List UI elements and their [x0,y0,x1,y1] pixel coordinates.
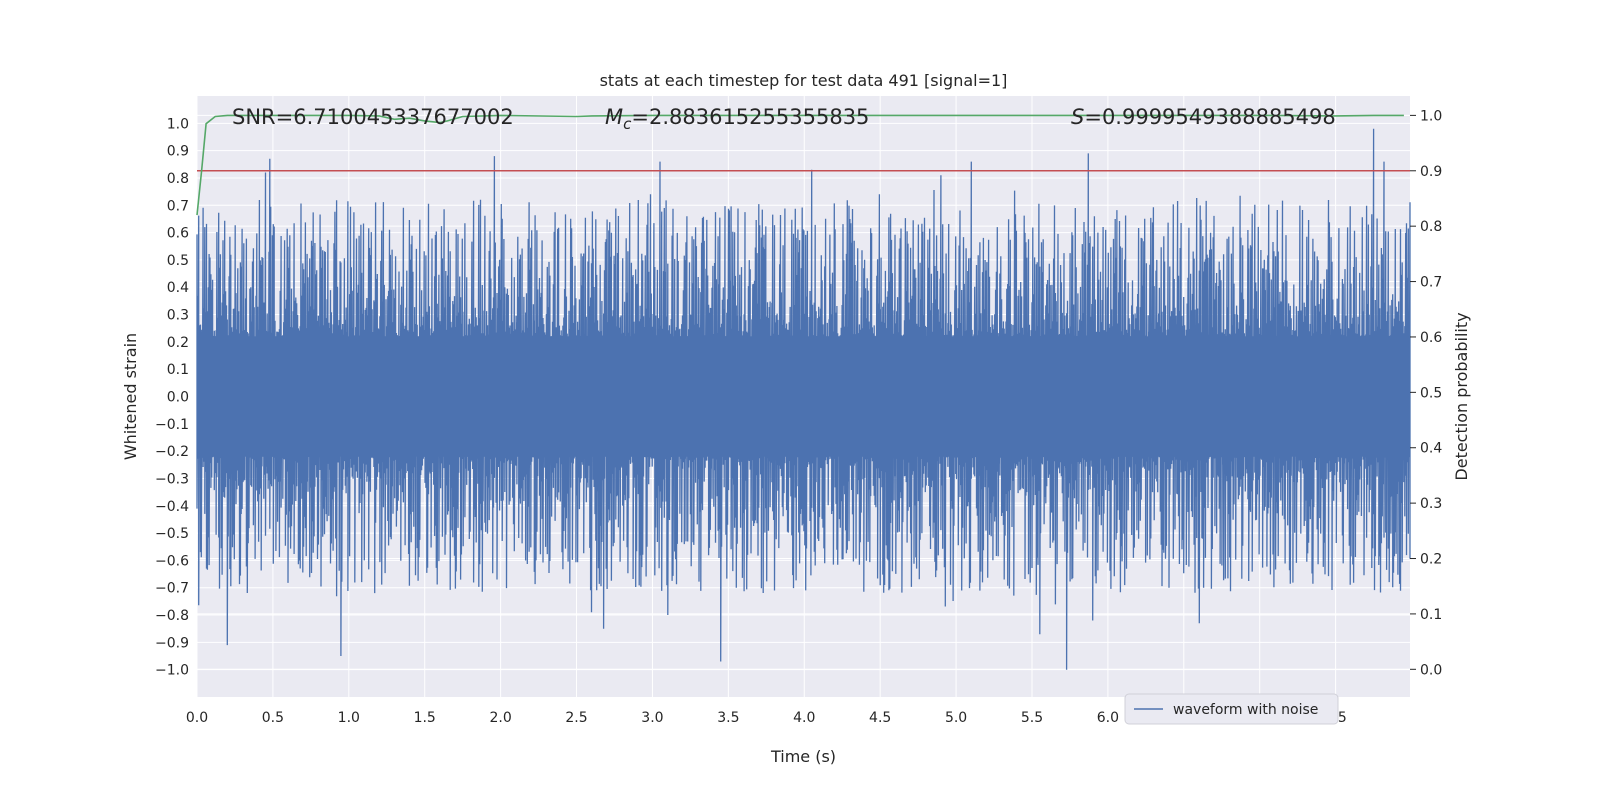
legend-label-waveform: waveform with noise [1173,702,1318,718]
x-tick-label: 1.5 [414,710,436,726]
y2-tick-label: 0.9 [1420,164,1442,180]
y-tick-label: −0.4 [155,499,189,515]
y-tick-label: −0.9 [155,635,189,651]
y2-tick-label: 0.5 [1420,385,1442,401]
y-tick-label: 0.9 [167,144,189,160]
snr-annotation: SNR=6.710045337677002 [232,105,514,129]
y-axis-ticks: 1.0 0.9 0.8 0.7 0.6 0.5 0.4 0.3 0.2 0.1 0.0 −0.1 −0.… [155,116,189,678]
legend-box [1124,693,1339,725]
y-tick-label: 0.1 [167,362,189,378]
y-tick-label: 1.0 [167,116,189,132]
chirp-mass-symbol: M [605,105,623,129]
chirp-mass-value: =2.883615255355835 [631,105,869,129]
waveform-series [196,128,1411,670]
y-tick-label: 0.7 [167,198,189,214]
y-tick-label: −0.6 [155,553,189,569]
x-axis-label: Time (s) [770,747,836,766]
x-tick-label: 5.0 [945,710,967,726]
y-tick-label: 0.2 [167,335,189,351]
y-tick-label: −0.5 [155,526,189,542]
chirp-mass-annotation: Mc=2.883615255355835 [605,105,869,133]
y-tick-label: 0.8 [167,171,189,187]
y-tick-label: −1.0 [155,663,189,679]
waveform-line [196,128,1411,670]
y-tick-label: −0.8 [155,608,189,624]
y2-tick-label: 0.4 [1420,441,1442,457]
y2-tick-label: 0.0 [1420,662,1442,678]
x-tick-label: 1.0 [338,710,360,726]
score-annotation: S=0.9999549388885498 [1071,105,1336,129]
y2-tick-label: 0.3 [1420,496,1442,512]
y2-tick-label: 0.1 [1420,607,1442,623]
score-value: =0.9999549388885498 [1084,105,1335,129]
x-tick-label: 4.5 [869,710,891,726]
y-axis-label: Whitened strain [121,333,140,460]
x-tick-label: 0.0 [186,710,208,726]
x-tick-label: 3.0 [641,710,663,726]
y2-axis-label: Detection probability [1452,312,1471,480]
y2-tick-label: 1.0 [1420,108,1442,124]
x-tick-label: 2.5 [565,710,587,726]
detection-probability-line [196,114,1404,216]
y-tick-label: −0.2 [155,444,189,460]
x-tick-label: 5.5 [1021,710,1043,726]
y-tick-label: 0.0 [167,390,189,406]
x-tick-label: 0.5 [262,710,284,726]
y-tick-label: 0.6 [167,226,189,242]
y-tick-label: −0.7 [155,581,189,597]
y-tick-label: 0.5 [167,253,189,269]
y2-tick-label: 0.6 [1420,330,1442,346]
x-tick-label: 3.5 [717,710,739,726]
x-tick-label: 6.0 [1097,710,1119,726]
score-symbol: S [1071,105,1084,129]
chirp-mass-subscript: c [623,115,632,133]
x-axis-ticks: 0.00.51.01.52.02.53.03.54.04.55.05.56.06… [186,710,1347,726]
x-tick-label: 2.0 [489,710,511,726]
y2-tick-label: 0.2 [1420,552,1442,568]
y-tick-label: 0.3 [167,308,189,324]
y-tick-label: −0.3 [155,471,189,487]
chart-title: stats at each timestep for test data 491… [600,71,1008,90]
legend: waveform with noise [1124,693,1339,725]
y2-axis-ticks: 1.0 0.9 0.8 0.7 0.6 0.5 0.4 0.3 0.2 0.1 0.0 [1410,108,1442,678]
y-tick-label: 0.4 [167,280,189,296]
y-tick-label: −0.1 [155,417,189,433]
x-tick-label: 4.0 [793,710,815,726]
y2-tick-label: 0.8 [1420,219,1442,235]
y2-tick-label: 0.7 [1420,275,1442,291]
